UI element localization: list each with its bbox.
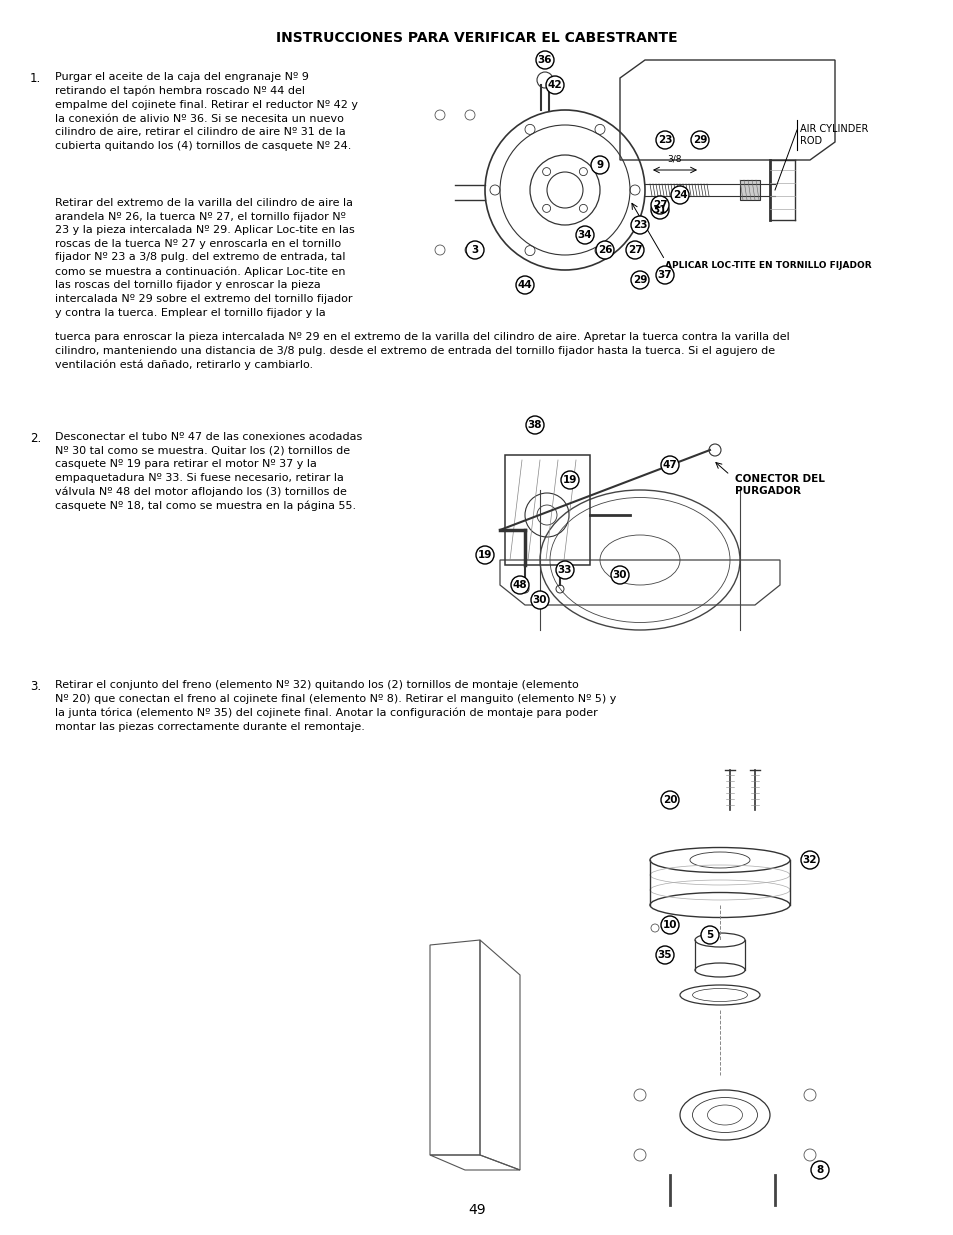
Text: 42: 42 — [547, 80, 561, 90]
Text: 33: 33 — [558, 564, 572, 576]
Circle shape — [656, 266, 673, 284]
Text: Desconectar el tubo Nº 47 de las conexiones acodadas
Nº 30 tal como se muestra. : Desconectar el tubo Nº 47 de las conexio… — [55, 432, 362, 511]
Text: 30: 30 — [612, 571, 626, 580]
Circle shape — [476, 546, 494, 564]
Circle shape — [516, 275, 534, 294]
Text: 1.: 1. — [30, 72, 41, 85]
Text: 49: 49 — [468, 1203, 485, 1216]
Text: Retirar el conjunto del freno (elemento Nº 32) quitando los (2) tornillos de mon: Retirar el conjunto del freno (elemento … — [55, 680, 616, 731]
Text: 19: 19 — [477, 550, 492, 559]
Text: 19: 19 — [562, 475, 577, 485]
Text: 47: 47 — [662, 459, 677, 471]
Text: 3/8: 3/8 — [667, 156, 681, 164]
Text: 5: 5 — [705, 930, 713, 940]
Circle shape — [525, 416, 543, 433]
Circle shape — [556, 561, 574, 579]
Circle shape — [596, 241, 614, 259]
Text: 29: 29 — [692, 135, 706, 144]
Text: 9: 9 — [596, 161, 603, 170]
Text: 3.: 3. — [30, 680, 41, 693]
Circle shape — [656, 946, 673, 965]
Text: 10: 10 — [662, 920, 677, 930]
Circle shape — [700, 926, 719, 944]
Text: 8: 8 — [816, 1165, 822, 1174]
Text: INSTRUCCIONES PARA VERIFICAR EL CABESTRANTE: INSTRUCCIONES PARA VERIFICAR EL CABESTRA… — [276, 31, 677, 44]
Circle shape — [465, 241, 483, 259]
Circle shape — [545, 77, 563, 94]
Text: Purgar el aceite de la caja del engranaje Nº 9
retirando el tapón hembra roscado: Purgar el aceite de la caja del engranaj… — [55, 72, 357, 151]
Text: 27: 27 — [652, 200, 666, 210]
Circle shape — [660, 456, 679, 474]
Circle shape — [656, 131, 673, 149]
Bar — [504, 454, 589, 564]
Text: 34: 34 — [578, 230, 592, 240]
Text: 24: 24 — [672, 190, 686, 200]
Text: 27: 27 — [627, 245, 641, 254]
Text: 3: 3 — [471, 245, 478, 254]
Circle shape — [576, 226, 594, 245]
Circle shape — [670, 186, 688, 204]
Text: Retirar del extremo de la varilla del cilindro de aire la
arandela Nº 26, la tue: Retirar del extremo de la varilla del ci… — [55, 198, 355, 317]
Circle shape — [660, 790, 679, 809]
Circle shape — [690, 131, 708, 149]
Circle shape — [650, 196, 668, 214]
Text: 2.: 2. — [30, 432, 41, 445]
Circle shape — [625, 241, 643, 259]
Text: AIR CYLINDER
ROD: AIR CYLINDER ROD — [800, 124, 867, 146]
Circle shape — [630, 270, 648, 289]
Text: 36: 36 — [537, 56, 552, 65]
Circle shape — [536, 51, 554, 69]
Text: tuerca para enroscar la pieza intercalada Nº 29 en el extremo de la varilla del : tuerca para enroscar la pieza intercalad… — [55, 332, 789, 370]
Text: 23: 23 — [657, 135, 672, 144]
Text: 44: 44 — [517, 280, 532, 290]
Text: 35: 35 — [657, 950, 672, 960]
Circle shape — [810, 1161, 828, 1179]
Text: 23: 23 — [632, 220, 646, 230]
Circle shape — [801, 851, 818, 869]
Circle shape — [650, 201, 668, 219]
Circle shape — [630, 216, 648, 233]
Circle shape — [560, 471, 578, 489]
Text: 30: 30 — [532, 595, 547, 605]
Text: CONECTOR DEL
PURGADOR: CONECTOR DEL PURGADOR — [734, 474, 824, 496]
Text: 26: 26 — [598, 245, 612, 254]
Text: 37: 37 — [657, 270, 672, 280]
Text: 48: 48 — [512, 580, 527, 590]
Circle shape — [531, 592, 548, 609]
Circle shape — [660, 916, 679, 934]
Circle shape — [590, 156, 608, 174]
Circle shape — [610, 566, 628, 584]
Text: 31: 31 — [652, 205, 666, 215]
Text: 32: 32 — [801, 855, 817, 864]
Text: 38: 38 — [527, 420, 541, 430]
Text: APLICAR LOC-TITE EN TORNILLO FIJADOR: APLICAR LOC-TITE EN TORNILLO FIJADOR — [664, 261, 871, 269]
Text: 20: 20 — [662, 795, 677, 805]
Circle shape — [511, 576, 529, 594]
Text: 29: 29 — [632, 275, 646, 285]
Bar — [740, 180, 760, 200]
